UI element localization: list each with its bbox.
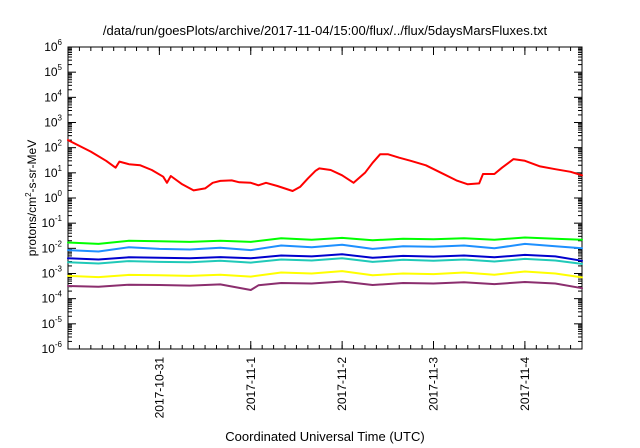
y-tick-label-base: 10 — [42, 267, 56, 281]
y-tick-label-exponent: 6 — [58, 38, 63, 47]
y-tick-label-base: 10 — [44, 40, 58, 54]
series-line-6 — [67, 270, 583, 279]
y-tick-label-exponent: 4 — [58, 88, 63, 97]
y-axis-title-superscript: 2 — [24, 192, 33, 197]
y-tick-label-base: 10 — [42, 317, 56, 331]
y-axis-title: protons/cm2-s-sr-MeV — [24, 140, 39, 256]
y-tick-label-exponent: -1 — [55, 214, 63, 223]
y-tick-label: 10-4 — [42, 290, 63, 306]
series-lines — [67, 139, 583, 291]
y-tick-label: 105 — [44, 63, 62, 79]
series-line-1 — [67, 139, 583, 192]
y-tick-label: 10-3 — [42, 265, 63, 281]
y-tick-label-exponent: -5 — [55, 315, 63, 324]
y-tick-label: 10-5 — [42, 315, 63, 331]
y-tick-label-base: 10 — [44, 166, 58, 180]
y-tick-label-base: 10 — [44, 65, 58, 79]
x-axis: 2017-10-31 2017-11-1 2017-11-2 2017-11-3 201… — [67, 47, 583, 419]
y-tick-label: 103 — [44, 114, 62, 130]
y-tick-label: 106 — [44, 38, 62, 54]
y-tick-label-base: 10 — [44, 141, 58, 155]
y-tick-label-exponent: -6 — [55, 340, 63, 349]
x-tick-label: 2017-11-1 — [244, 357, 258, 411]
y-tick-label: 101 — [44, 164, 62, 180]
y-axis-title-prefix: protons/cm — [25, 197, 39, 256]
x-tick-label: 2017-11-2 — [335, 357, 349, 411]
series-line-2 — [67, 236, 583, 245]
y-tick-label: 104 — [44, 88, 62, 104]
x-tick-label: 2017-10-31 — [152, 357, 166, 419]
y-tick-label: 10-2 — [42, 239, 63, 255]
y-tick-label-exponent: 3 — [58, 114, 63, 123]
series-line-5 — [67, 257, 583, 265]
x-tick-label: 2017-11-4 — [518, 357, 532, 411]
series-line-4 — [67, 253, 583, 262]
y-tick-label-base: 10 — [44, 90, 58, 104]
x-axis-title: Coordinated Universal Time (UTC) — [225, 429, 424, 444]
y-tick-label-exponent: 5 — [58, 63, 63, 72]
y-tick-label-exponent: 1 — [58, 164, 63, 173]
plot-frame — [67, 46, 583, 350]
y-tick-label: 100 — [44, 189, 62, 205]
y-tick-label-exponent: 0 — [58, 189, 63, 198]
y-tick-label-exponent: -3 — [55, 265, 63, 274]
chart-title: /data/run/goesPlots/archive/2017-11-04/1… — [103, 23, 548, 38]
y-tick-label-exponent: -2 — [55, 239, 63, 248]
y-tick-label: 10-1 — [42, 214, 63, 230]
y-tick-label-base: 10 — [44, 191, 58, 205]
y-tick-label-base: 10 — [42, 216, 56, 230]
y-axis: 10610510410310210110010-110-210-310-410-… — [42, 38, 582, 356]
y-tick-label-base: 10 — [42, 241, 56, 255]
y-tick-label-base: 10 — [42, 292, 56, 306]
y-tick-label-exponent: -4 — [55, 290, 63, 299]
y-tick-label-exponent: 2 — [58, 139, 63, 148]
series-line-3 — [67, 242, 583, 253]
y-tick-label: 102 — [44, 139, 62, 155]
x-tick-label: 2017-11-3 — [427, 357, 441, 411]
y-tick-label-base: 10 — [44, 116, 58, 130]
y-axis-title-suffix: -s-sr-MeV — [25, 140, 39, 193]
y-tick-label: 10-6 — [42, 340, 63, 356]
y-tick-label-base: 10 — [42, 342, 56, 356]
series-line-7 — [67, 280, 583, 291]
